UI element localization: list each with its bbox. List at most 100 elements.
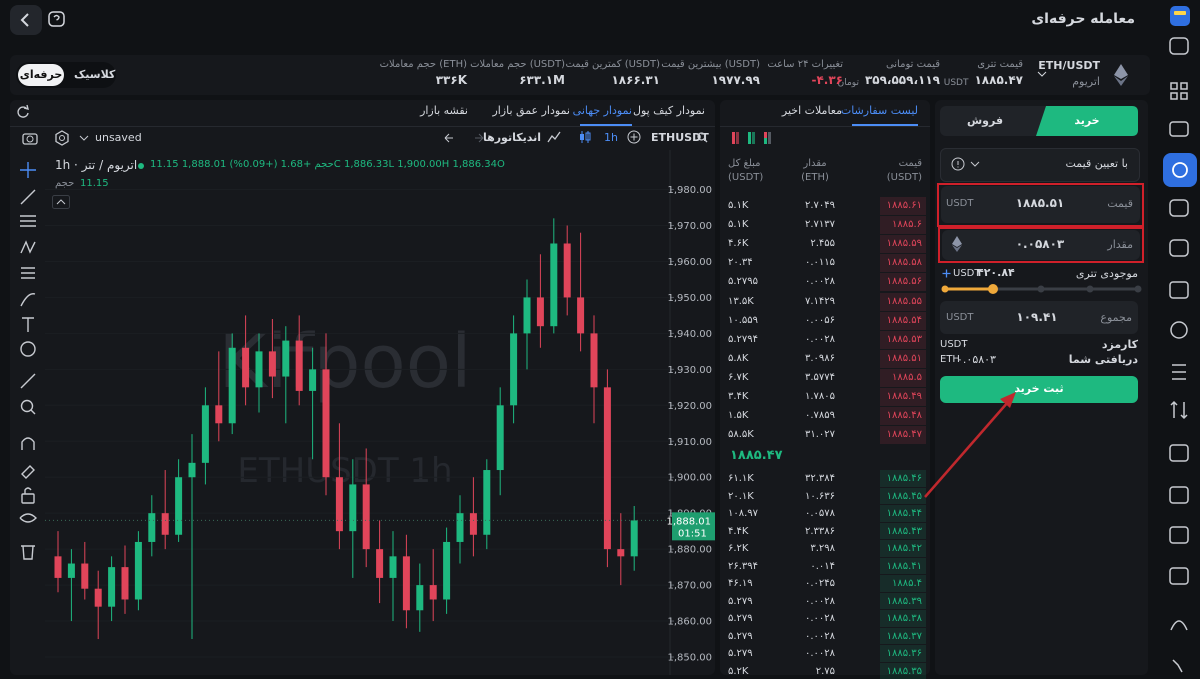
nav-active[interactable]	[1163, 153, 1197, 187]
decoration	[764, 138, 767, 144]
candle-body	[68, 564, 75, 578]
decoration	[22, 494, 34, 503]
candle-body	[470, 513, 477, 535]
pair: ETH/USDT	[1038, 59, 1100, 73]
candle-body	[282, 341, 289, 377]
bids-price: ۱۸۸۵.۳۸	[887, 612, 922, 626]
chart-tab[interactable]: نقشه بازار	[420, 104, 468, 118]
decoration	[56, 131, 68, 145]
asks-price: ۱۸۸۵.۵۸	[887, 256, 922, 270]
decoration	[952, 236, 962, 247]
decoration	[1171, 322, 1187, 338]
amount-slider[interactable]	[942, 283, 1142, 295]
decoration	[1170, 527, 1188, 543]
camera-icon[interactable]	[22, 131, 38, 145]
stat-value: -۴.۳۶	[811, 73, 843, 87]
decoration	[1181, 83, 1187, 89]
divider	[10, 126, 715, 127]
bids-total: ۵.۲۷۹	[728, 612, 753, 626]
bids-price: ۱۸۸۵.۳۹	[887, 595, 922, 609]
candle-body	[108, 567, 115, 607]
sell-tab[interactable]: فروش	[945, 114, 1025, 128]
chart-tab-active[interactable]: نمودار جهانی	[573, 104, 632, 118]
decoration	[22, 14, 28, 26]
deposit-icon[interactable]	[942, 269, 951, 278]
back-button[interactable]	[10, 5, 42, 35]
balance-value: ۴۲۰.۸۴	[977, 266, 1015, 280]
decoration	[942, 286, 949, 293]
candle-body	[229, 348, 236, 424]
asks-amount: ۷.۱۴۲۹	[805, 295, 835, 309]
asks-total: ۱.۵K	[728, 409, 748, 423]
book-tab[interactable]: معاملات اخیر	[782, 104, 842, 118]
compare-icon[interactable]	[627, 130, 641, 144]
asks-amount: ۲.۷۱۳۷	[805, 218, 835, 232]
asks-total: ۵۸.۵K	[728, 428, 754, 442]
decoration	[748, 132, 751, 144]
asks-total: ۵.۸K	[728, 352, 748, 366]
order-type: با تعیین قیمت	[1065, 157, 1128, 171]
candle-body	[376, 549, 383, 578]
buy-tab[interactable]: خرید	[1036, 114, 1138, 128]
decoration	[445, 134, 453, 142]
mode-pro[interactable]: حرفه‌ای	[18, 64, 64, 86]
nav-icon[interactable]	[1170, 38, 1188, 54]
y-tick-label: 1,850.00	[667, 653, 712, 664]
chart-tab[interactable]: نمودار کیف پول	[633, 104, 705, 118]
refresh-icon[interactable]	[16, 105, 30, 119]
divider	[720, 126, 930, 127]
asks-total: ۵.۲۷۹۴	[728, 333, 758, 347]
decoration	[1181, 93, 1187, 99]
y-tick-label: 1,860.00	[667, 617, 712, 628]
logo	[1170, 6, 1190, 26]
decoration	[1171, 621, 1187, 630]
help-icon[interactable]	[48, 11, 66, 29]
decoration	[20, 514, 36, 522]
asks-amount: ۳.۵۷۷۴	[805, 371, 835, 385]
candle-type-icon[interactable]	[578, 130, 592, 144]
y-tick-label: 1,900.00	[667, 473, 712, 484]
pair-name: اتریوم	[1072, 75, 1100, 89]
decoration	[768, 132, 771, 144]
chart-tab[interactable]: نمودار عمق بازار	[492, 104, 570, 118]
bids-total: ۶.۲K	[728, 542, 748, 556]
asks-price: ۱۸۸۵.۵۴	[887, 314, 922, 328]
decoration	[752, 132, 755, 144]
layout-name[interactable]: unsaved	[95, 131, 142, 145]
bids-total: ۱۰۸.۹۷	[728, 507, 758, 521]
price-chart: Kifpool ETHUSDT 1h 1,980.001,970.001,960…	[45, 150, 715, 675]
asks-price: ۱۸۸۵.۵	[892, 371, 922, 385]
column-header: قیمت (USDT)	[882, 157, 922, 185]
book-tab-active[interactable]: لیست سفارشات	[841, 104, 918, 118]
drawing-tools[interactable]	[18, 160, 38, 560]
book-last-price: ۱۸۸۵.۴۷	[730, 449, 783, 463]
stat-label: حجم معاملات (ETH)	[380, 58, 467, 72]
stat-label: تغییرات ۲۴ ساعت	[767, 58, 843, 72]
bids-price: ۱۸۸۵.۴	[892, 577, 922, 591]
decoration	[21, 342, 35, 356]
decoration	[1170, 200, 1188, 216]
candle-body	[443, 542, 450, 600]
asks-amount: ۲.۴۵۵	[810, 237, 835, 251]
indicators-button[interactable]: اندیکاتورها	[483, 131, 541, 145]
book-view-toggle[interactable]	[730, 132, 778, 144]
mode-classic[interactable]: کلاسیک	[74, 68, 115, 82]
search-icon[interactable]	[697, 132, 708, 143]
decoration	[1173, 660, 1182, 672]
column-header: مقدار (ETH)	[795, 157, 835, 185]
candle-body	[577, 297, 584, 333]
bids-price: ۱۸۸۵.۴۱	[887, 560, 922, 574]
candle-body	[430, 585, 437, 599]
page-title: معامله حرفه‌ای	[1031, 10, 1135, 28]
interval-button[interactable]: 1h	[604, 131, 618, 145]
y-tick-label: 1,970.00	[667, 221, 712, 232]
asks-price: ۱۸۸۵.۵۶	[887, 275, 922, 289]
asks-price: ۱۸۸۵.۶۱	[887, 199, 922, 213]
stat-value: ۳۵۹،۵۵۹،۱۱۹	[865, 73, 940, 87]
layout-dropdown[interactable]	[80, 136, 88, 141]
y-tick-label: 1,880.00	[667, 545, 712, 556]
candle-body	[189, 463, 196, 477]
settings-icon[interactable]	[54, 130, 70, 146]
decoration	[548, 132, 560, 142]
collapse-legend[interactable]	[52, 195, 70, 209]
